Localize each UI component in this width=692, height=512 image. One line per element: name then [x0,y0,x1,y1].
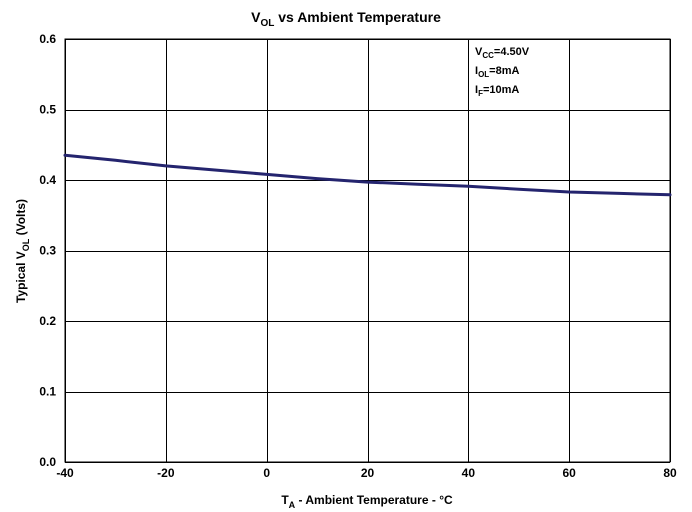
x-tick-label: 80 [663,466,677,480]
x-tick-label: -20 [157,466,175,480]
conditions-annotation: VCC=4.50V IOL=8mA IF=10mA [475,46,530,98]
y-tick-label: 0.6 [39,32,56,46]
x-tick-labels: -40 -20 0 20 40 60 80 [56,466,677,480]
annotation-vcc: VCC=4.50V [475,46,530,60]
series-line [63,153,672,197]
x-tick-label: -40 [56,466,74,480]
y-tick-label: 0.0 [39,455,56,469]
plot-frame [64,38,671,463]
chart-title: VOL vs Ambient Temperature [251,9,441,29]
grid [65,39,671,463]
x-axis-label: TA - Ambient Temperature - °C [281,493,453,510]
y-tick-label: 0.5 [39,103,56,117]
y-tick-label: 0.3 [39,244,56,258]
x-tick-label: 60 [562,466,576,480]
y-axis-label: Typical VOL (Volts) [14,199,31,303]
x-tick-label: 20 [361,466,375,480]
x-tick-label: 0 [263,466,270,480]
series-layer [63,153,672,197]
annotation-if: IF=10mA [475,84,519,98]
y-tick-labels: 0.0 0.1 0.2 0.3 0.4 0.5 0.6 [39,32,56,469]
y-tick-label: 0.4 [39,173,56,187]
x-tick-label: 40 [462,466,476,480]
y-tick-label: 0.1 [39,385,56,399]
y-tick-label: 0.2 [39,314,56,328]
annotation-iol: IOL=8mA [475,65,519,79]
